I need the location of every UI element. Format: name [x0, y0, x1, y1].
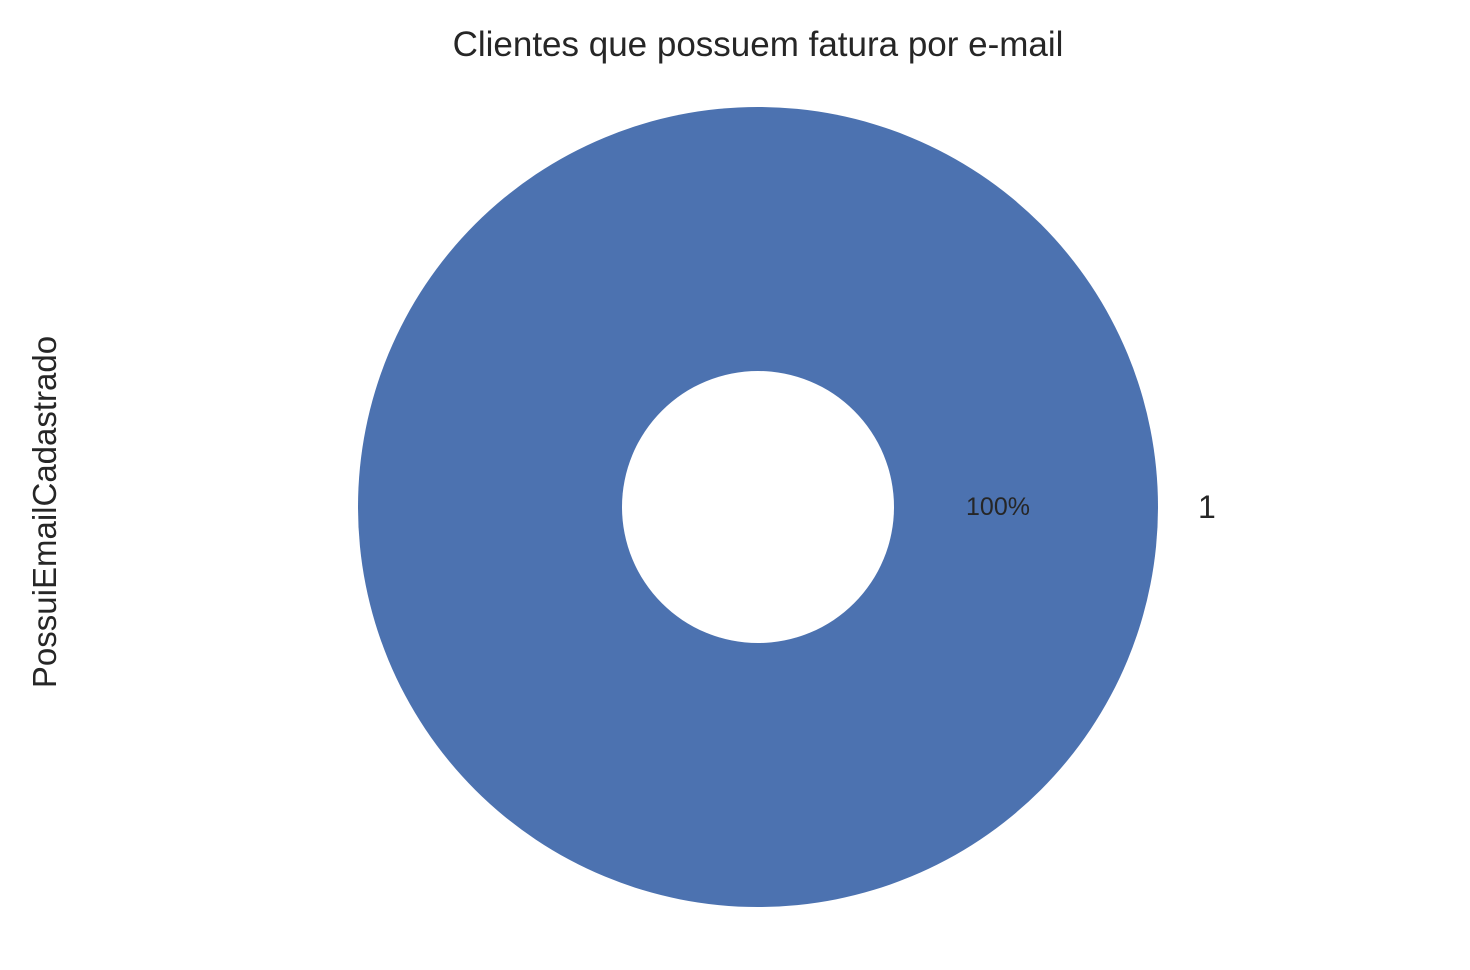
pie-percent-label: 100% — [966, 493, 1030, 521]
y-axis-label: PossuiEmailCadastrado — [26, 336, 63, 688]
donut-hole — [622, 371, 894, 643]
chart-title: Clientes que possuem fatura por e-mail — [453, 25, 1064, 64]
pie-category-label: 1 — [1198, 489, 1216, 525]
pie-labels: 1 100% — [966, 489, 1216, 525]
